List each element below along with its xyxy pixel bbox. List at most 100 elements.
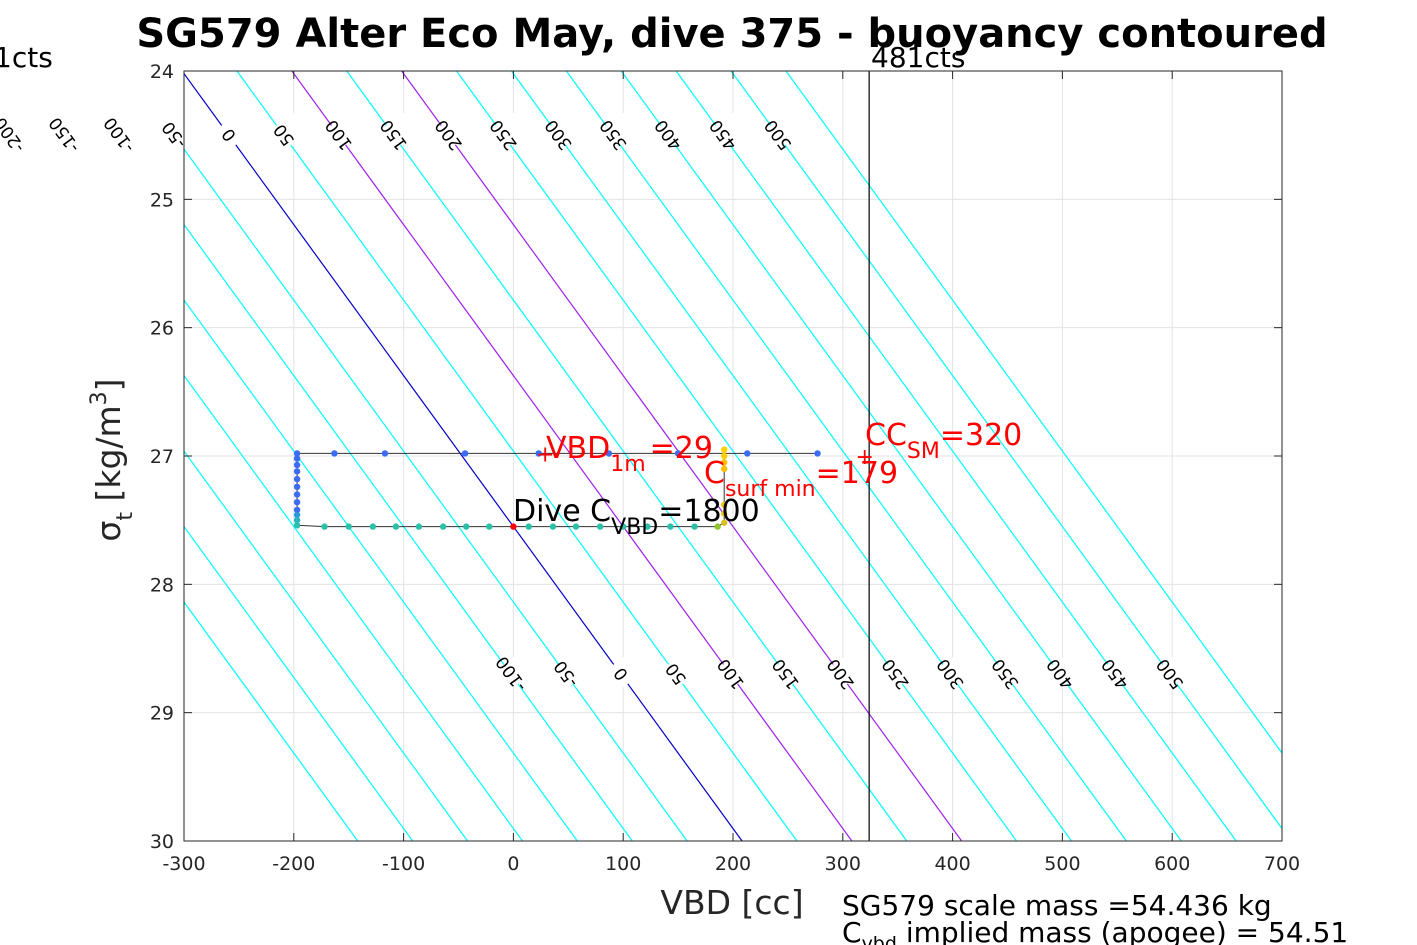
- x-tick-label: -300: [162, 853, 205, 875]
- data-point: [293, 461, 301, 469]
- data-point: [369, 523, 377, 530]
- data-point: [721, 510, 728, 517]
- chart-title: SG579 Alter Eco May, dive 375 - buoyancy…: [136, 11, 1327, 57]
- data-point: [721, 519, 728, 526]
- data-point: [462, 523, 470, 530]
- contour-label-bg: [980, 651, 1030, 697]
- x-tick-label: 600: [1154, 853, 1190, 875]
- y-tick-label: 30: [150, 831, 174, 853]
- x-tick-label: 500: [1044, 853, 1080, 875]
- contour-label-bg: [258, 112, 309, 158]
- data-point: [721, 501, 728, 508]
- contour-label-bg: [643, 112, 693, 158]
- data-point: [572, 523, 580, 530]
- contour-line: [620, 71, 1182, 841]
- contour-label-bg: [588, 112, 638, 158]
- contour-label-bg: [540, 651, 591, 697]
- contour-line: [565, 71, 1127, 841]
- data-point: [721, 446, 728, 453]
- data-point: [293, 506, 301, 514]
- contour-label-bg: [595, 651, 646, 697]
- contour-line: [184, 374, 523, 841]
- contour-label-bg: [148, 112, 199, 158]
- data-point: [293, 455, 301, 462]
- contour-label-bg: [650, 651, 701, 697]
- x-axis-label: VBD [cc]: [660, 883, 803, 922]
- contour-label-bg: [533, 112, 583, 158]
- contour-label-bg: [752, 112, 803, 158]
- data-point: [293, 516, 301, 524]
- data-point: [331, 450, 338, 457]
- annotation-cc-sm: CCSM=320: [865, 418, 1022, 464]
- data-point: [293, 491, 301, 498]
- contour-label-bg: [478, 112, 529, 158]
- contour-line: [291, 71, 853, 841]
- x-tick-label: 400: [934, 853, 970, 875]
- contour-label-bg: [0, 112, 34, 158]
- data-point: [525, 523, 532, 530]
- contour-label-bg: [697, 112, 748, 158]
- contour-label-bg: [1035, 651, 1085, 697]
- data-point: [605, 450, 613, 457]
- y-tick-label: 26: [150, 318, 174, 340]
- y-tick-label: 25: [150, 189, 174, 211]
- contour-line: [346, 71, 908, 841]
- data-point: [744, 450, 751, 457]
- x-tick-label: -100: [382, 853, 425, 875]
- data-point: [714, 523, 721, 530]
- data-point: [293, 450, 301, 457]
- data-point: [293, 468, 301, 475]
- x-tick-label: 300: [825, 853, 861, 875]
- contour-line: [184, 148, 688, 841]
- contour-line: [456, 71, 1018, 841]
- x-tick-label: 0: [507, 853, 519, 875]
- contour-label-bg: [486, 651, 536, 697]
- vertical-line-label: 481cts: [871, 41, 965, 74]
- contour-label-bg: [760, 651, 811, 697]
- contour-line: [675, 71, 1237, 841]
- annotation-dive-c-vbd: Dive CVBD=1800: [513, 494, 760, 540]
- data-point: [691, 523, 698, 530]
- marker-plus: +: [856, 445, 874, 470]
- contour-label-bg: [815, 651, 866, 697]
- annotation-vbd-1m: VBD1m =29: [546, 431, 713, 477]
- data-point: [721, 459, 728, 466]
- data-point: [549, 523, 557, 530]
- contour-label-bg: [705, 651, 756, 697]
- y-axis-label: σt [kg/m3]: [87, 378, 138, 541]
- buoyancy-contours: [184, 71, 1282, 841]
- contour-line: [401, 71, 963, 841]
- contour-label-bg: [1089, 651, 1140, 697]
- data-point: [293, 522, 301, 529]
- data-point: [721, 465, 728, 473]
- data-point: [461, 450, 469, 457]
- data-point: [293, 511, 301, 519]
- data-point: [293, 499, 301, 506]
- contour-label-bg: [94, 112, 144, 158]
- x-tick-label: -200: [272, 853, 315, 875]
- contour-line: [785, 71, 1282, 755]
- data-point: [721, 452, 728, 460]
- data-point: [439, 523, 447, 530]
- data-point: [620, 523, 627, 530]
- contour-label-bg: [39, 112, 89, 158]
- contour-line: [184, 525, 414, 841]
- y-tick-label: 27: [150, 446, 174, 468]
- contour-label-bg: [423, 112, 474, 158]
- data-point: [674, 450, 682, 457]
- data-point: [392, 523, 400, 530]
- data-point: [510, 523, 517, 530]
- data-point: [345, 523, 352, 530]
- data-point: [381, 450, 389, 457]
- contour-label-bg: [1144, 651, 1195, 697]
- contour-label-bg: [925, 651, 975, 697]
- y-tick-label: 28: [150, 574, 174, 596]
- data-point: [535, 450, 542, 457]
- reference-markers: + +: [536, 442, 874, 470]
- data-point: [667, 523, 674, 530]
- data-point: [814, 450, 821, 457]
- contour-line: [184, 223, 633, 841]
- contour-line: [236, 71, 798, 841]
- contour-line: [730, 71, 1282, 830]
- contour-line: [184, 601, 359, 841]
